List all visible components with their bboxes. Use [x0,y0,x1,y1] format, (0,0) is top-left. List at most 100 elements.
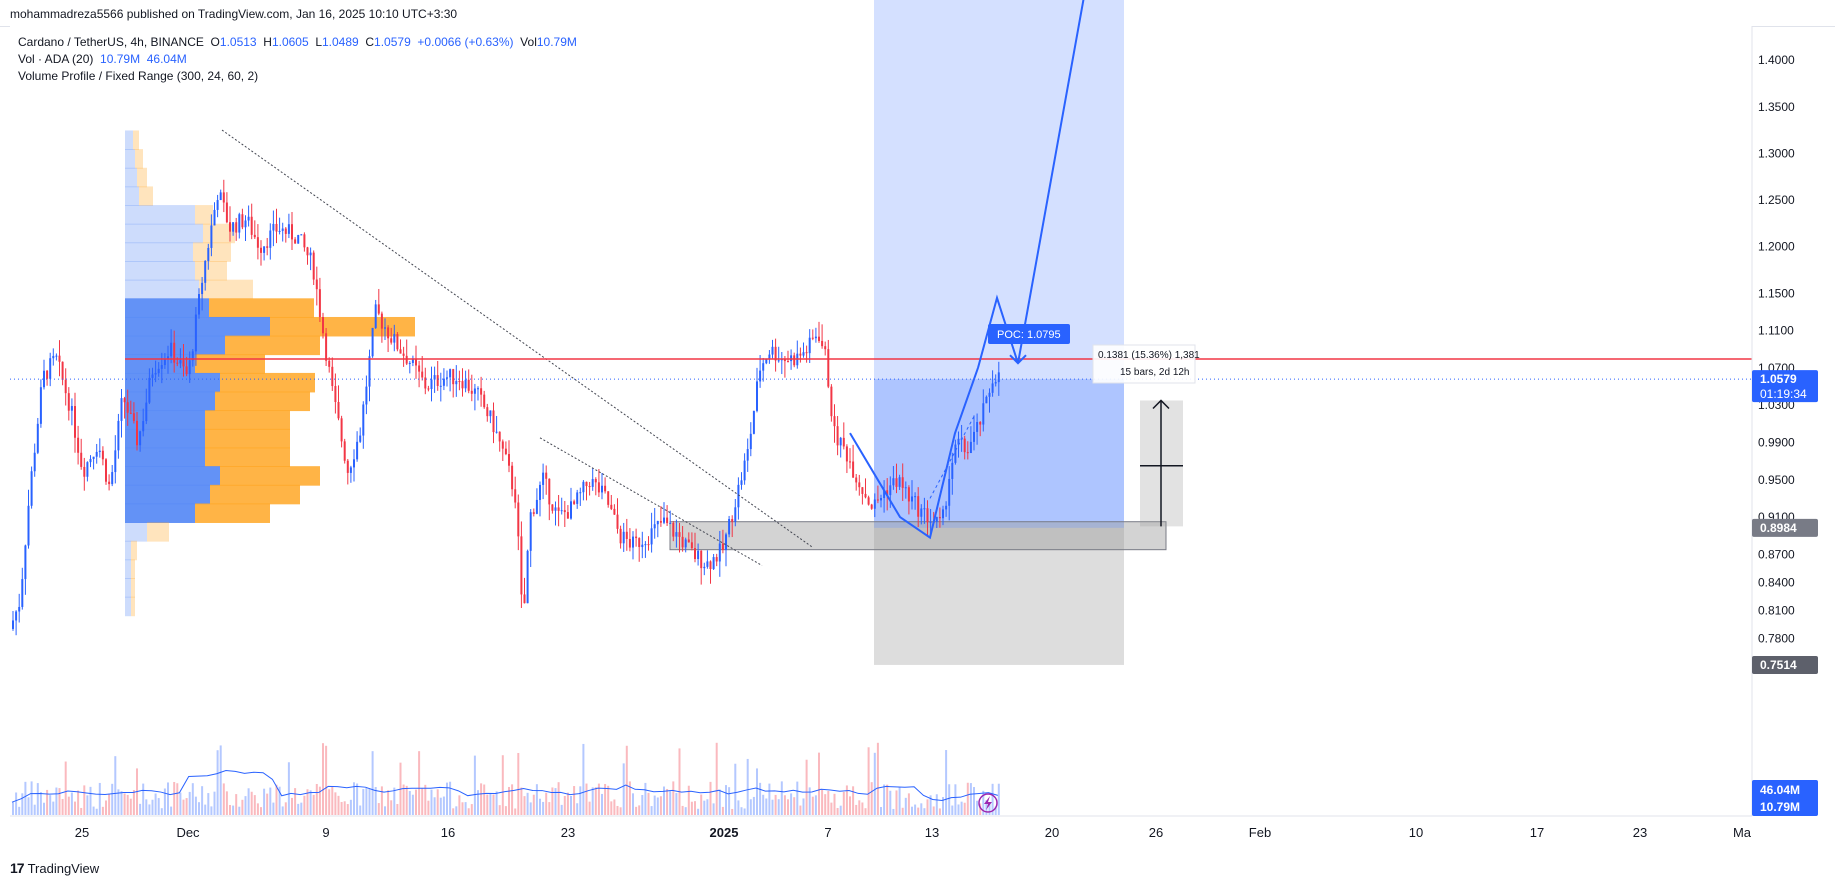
candle-body [312,252,315,280]
volume-bar [461,802,464,815]
candle-body [991,383,994,393]
candle [542,463,545,500]
volume-bar [39,792,42,815]
volume-bar [963,802,966,815]
candle [356,431,359,462]
candle-body [179,360,182,364]
candle [489,410,492,424]
candle [58,340,61,377]
volume-bar [349,799,352,815]
candle-body [628,538,631,548]
candle-body [52,355,55,359]
volume-bar [793,797,796,815]
candle-body [353,459,355,468]
volume-bar [92,806,95,815]
volume-bar [371,751,374,815]
candle-body [994,382,997,384]
candle [576,489,579,509]
candle [718,530,721,577]
volume-bar [873,752,876,815]
candle [641,531,644,559]
candle [799,347,802,363]
candle [690,532,693,551]
tradingview-brand[interactable]: 17 TradingView [10,860,99,876]
volume-bar [55,787,58,815]
volume-bar [343,801,346,815]
volume-bar [749,799,752,815]
candle [353,449,355,482]
candle-body [328,360,331,367]
candle-body [805,352,808,354]
candle-body [886,490,889,496]
candle [328,357,331,373]
candle-body [263,246,266,253]
volume-bar [901,807,904,815]
candle [991,370,994,397]
candle-body [477,388,479,390]
volume-bar [635,806,638,815]
candle [15,610,18,636]
candle [873,493,876,518]
candle-body [911,496,913,502]
candle-body [33,452,36,472]
candle [198,288,200,319]
candle [703,562,706,576]
candle-body [529,512,532,551]
candle [749,422,752,457]
candle [535,488,538,515]
volume-bar [973,787,975,815]
volume-bar [46,789,49,815]
target-zone [874,0,1124,528]
vp-bar-up [125,279,199,300]
volume-bar [275,784,278,815]
volume-bar [353,782,355,815]
volume-bar [483,784,486,815]
volume-bar [700,794,703,815]
volume-bar [703,800,706,815]
volume-bar [374,786,377,815]
candle [455,365,458,397]
candle [232,222,235,236]
candle-body [740,480,743,485]
volume-bar [312,794,315,815]
candle [222,179,225,213]
candle-body [697,550,700,560]
poc-label-text: POC: 1.0795 [997,329,1061,341]
candle [439,372,442,402]
vp-bar-up [125,503,195,523]
candle [526,549,529,604]
candle-body [579,492,582,494]
candle [573,499,576,505]
volume-bar [560,804,563,815]
candle-body [225,202,228,223]
y-tick-label: 1.2500 [1758,193,1795,207]
volume-bar [647,792,650,815]
candle [377,288,380,316]
candle [818,321,820,343]
volume-bar [58,788,61,815]
candle [613,504,616,515]
volume-bar [545,792,548,815]
y-tick-label: 0.8100 [1758,603,1795,617]
volume-bar [396,803,399,815]
candle [650,512,653,553]
candle-body [756,381,758,411]
candle-body [269,230,272,248]
candle-body [132,413,135,421]
candle [129,400,132,415]
candle [938,507,941,528]
entry-price-tag-bg [1752,518,1818,537]
candle [284,227,287,243]
vp-bar-up [125,559,131,579]
alert-lightning-icon [978,793,998,813]
candle-body [501,441,504,449]
volume-bar [938,808,941,815]
x-tick-label: Feb [1249,825,1271,840]
volume-bar [762,794,765,815]
candle-body [12,620,14,629]
candle-body [117,420,120,451]
volume-bar [470,804,473,815]
candle [461,368,464,397]
